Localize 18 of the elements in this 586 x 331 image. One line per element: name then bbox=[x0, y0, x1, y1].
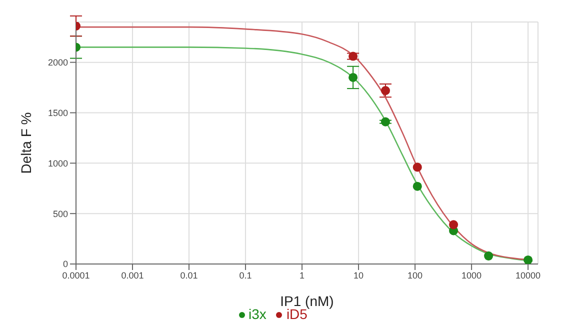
x-tick-label: 10 bbox=[354, 270, 364, 280]
y-axis-title: Delta F % bbox=[18, 112, 34, 174]
y-tick-label: 2000 bbox=[48, 58, 68, 68]
legend-label: i3x bbox=[248, 306, 266, 322]
x-tick-label: 1 bbox=[300, 270, 305, 280]
x-tick-label: 0.0001 bbox=[62, 270, 90, 280]
y-tick-label: 500 bbox=[52, 208, 68, 219]
y-tick-label: 1500 bbox=[48, 108, 68, 118]
y-tick-label: 1000 bbox=[48, 158, 68, 168]
x-axis-title: IP1 (nM) bbox=[280, 293, 334, 309]
x-tick-label: 0.001 bbox=[121, 270, 144, 280]
legend-label: iD5 bbox=[286, 306, 308, 322]
x-tick-label: 10000 bbox=[516, 270, 541, 280]
y-tick-label: 0 bbox=[62, 259, 68, 270]
x-tick-label: 0.1 bbox=[239, 270, 252, 280]
x-tick-label: 100 bbox=[408, 270, 423, 280]
x-tick-label: 0.01 bbox=[180, 270, 198, 280]
x-tick-label: 1000 bbox=[462, 270, 482, 280]
